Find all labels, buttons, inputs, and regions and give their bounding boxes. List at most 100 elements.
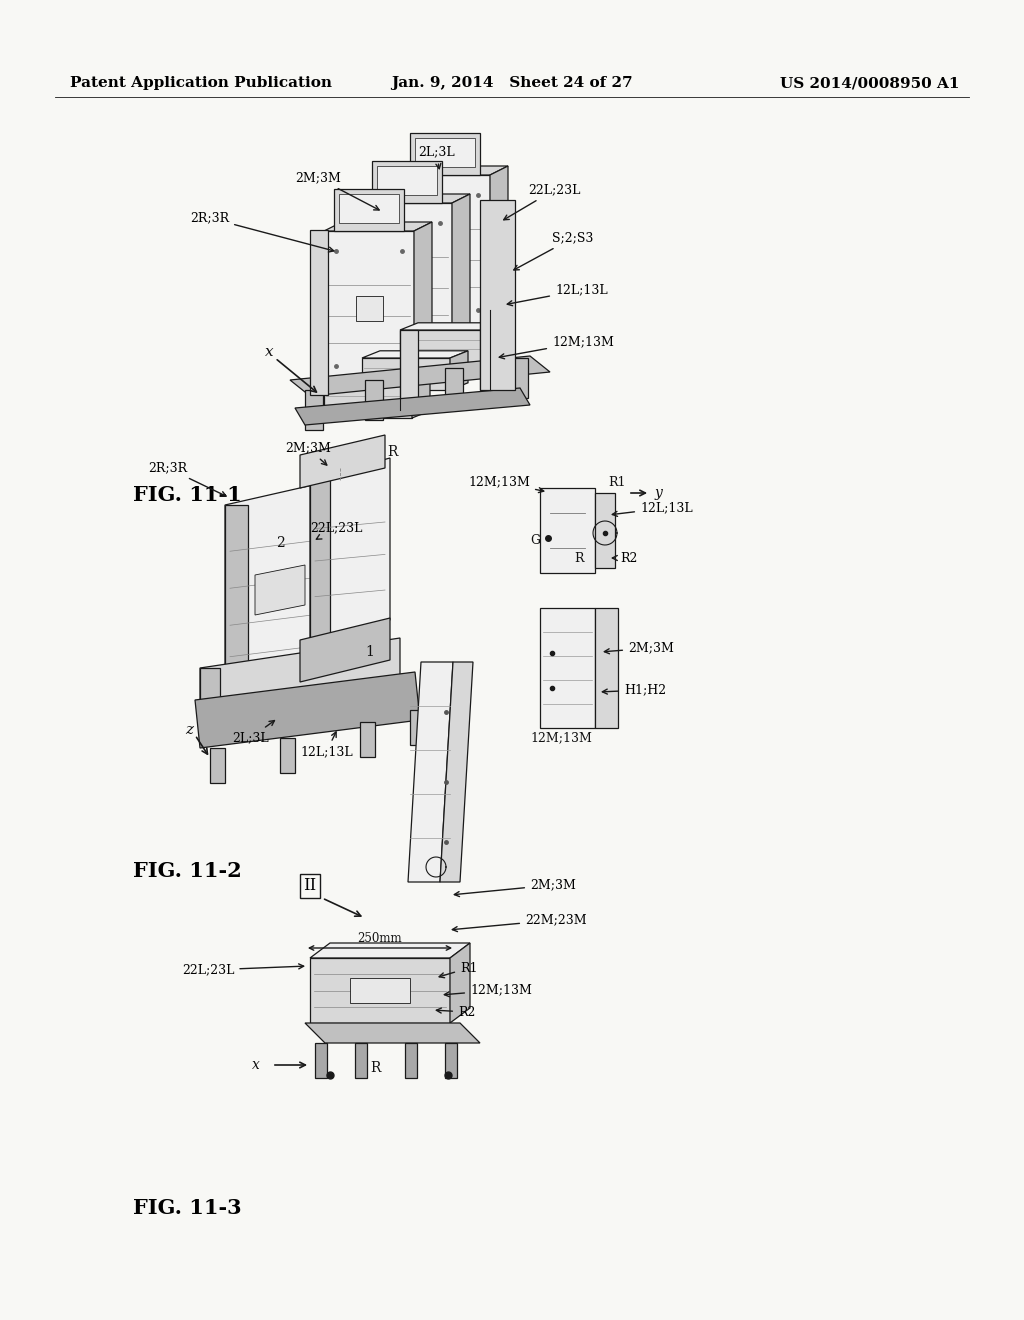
Polygon shape	[410, 133, 480, 176]
Text: G: G	[530, 533, 540, 546]
Polygon shape	[400, 166, 508, 176]
Polygon shape	[480, 310, 498, 389]
Polygon shape	[200, 668, 220, 710]
Polygon shape	[365, 380, 383, 420]
Text: 2: 2	[275, 536, 285, 550]
Text: 250mm: 250mm	[357, 932, 402, 945]
Text: 12M;13M: 12M;13M	[468, 475, 544, 492]
Polygon shape	[200, 638, 400, 710]
Polygon shape	[295, 388, 530, 425]
Polygon shape	[450, 351, 468, 389]
Text: x: x	[265, 345, 273, 359]
Polygon shape	[305, 389, 323, 430]
Text: FIG. 11-2: FIG. 11-2	[133, 861, 242, 882]
Text: x: x	[252, 1059, 260, 1072]
Polygon shape	[310, 230, 328, 395]
Polygon shape	[488, 323, 506, 362]
Text: 12M;13M: 12M;13M	[500, 335, 613, 359]
Text: 2R;3R: 2R;3R	[190, 211, 334, 252]
Polygon shape	[415, 139, 475, 168]
Text: II: II	[303, 878, 316, 895]
Text: 12L;13L: 12L;13L	[300, 731, 352, 759]
Polygon shape	[310, 958, 450, 1023]
Polygon shape	[362, 203, 452, 358]
Polygon shape	[362, 358, 450, 389]
Text: R1: R1	[608, 475, 626, 488]
Polygon shape	[362, 351, 468, 358]
Text: FIG. 11-1: FIG. 11-1	[133, 484, 242, 506]
Text: R2: R2	[612, 552, 637, 565]
Text: Jan. 9, 2014   Sheet 24 of 27: Jan. 9, 2014 Sheet 24 of 27	[391, 77, 633, 90]
Polygon shape	[324, 385, 412, 418]
Text: 2M;3M: 2M;3M	[285, 441, 331, 465]
Text: 2R;3R: 2R;3R	[148, 462, 226, 496]
Text: 2M;3M: 2M;3M	[295, 172, 379, 210]
Text: 12L;13L: 12L;13L	[612, 502, 692, 516]
Polygon shape	[414, 222, 432, 385]
Polygon shape	[452, 194, 470, 358]
Text: 2L;3L: 2L;3L	[232, 721, 274, 744]
Polygon shape	[490, 166, 508, 330]
Polygon shape	[595, 609, 618, 729]
Polygon shape	[445, 1043, 457, 1078]
Polygon shape	[300, 436, 385, 488]
Text: R1: R1	[439, 961, 477, 978]
Text: 22M;23M: 22M;23M	[453, 913, 587, 932]
Text: R: R	[574, 552, 584, 565]
Polygon shape	[412, 379, 430, 418]
Polygon shape	[324, 222, 432, 231]
Polygon shape	[310, 942, 470, 958]
Polygon shape	[324, 231, 414, 385]
Polygon shape	[339, 194, 399, 223]
Polygon shape	[480, 201, 515, 389]
Polygon shape	[324, 379, 430, 385]
Text: H1;H2: H1;H2	[602, 684, 667, 697]
Text: 12M;13M: 12M;13M	[530, 731, 592, 744]
Text: z: z	[185, 723, 193, 737]
Polygon shape	[290, 356, 550, 396]
Polygon shape	[334, 189, 404, 231]
Text: 2M;3M: 2M;3M	[455, 879, 575, 896]
Polygon shape	[310, 458, 390, 642]
Text: S;2;S3: S;2;S3	[514, 231, 593, 269]
Polygon shape	[440, 663, 473, 882]
Polygon shape	[355, 1043, 367, 1078]
Polygon shape	[350, 978, 410, 1003]
Polygon shape	[280, 738, 295, 774]
Text: 2M;3M: 2M;3M	[604, 642, 674, 655]
Polygon shape	[450, 942, 470, 1023]
Polygon shape	[400, 330, 488, 362]
Polygon shape	[445, 368, 463, 408]
Polygon shape	[540, 488, 595, 573]
Polygon shape	[406, 1043, 417, 1078]
Polygon shape	[310, 480, 330, 642]
Text: R2: R2	[436, 1006, 475, 1019]
Text: y: y	[655, 486, 663, 500]
Polygon shape	[595, 492, 615, 568]
Polygon shape	[408, 663, 453, 882]
Polygon shape	[400, 323, 506, 330]
Text: 22L;23L: 22L;23L	[182, 964, 304, 977]
Text: 1: 1	[366, 645, 375, 659]
Polygon shape	[372, 161, 442, 203]
Text: Patent Application Publication: Patent Application Publication	[70, 77, 332, 90]
Polygon shape	[225, 480, 335, 690]
Text: R: R	[387, 445, 397, 459]
Polygon shape	[210, 748, 225, 783]
Polygon shape	[255, 565, 305, 615]
Polygon shape	[510, 358, 528, 399]
Text: 12L;13L: 12L;13L	[507, 284, 607, 306]
Polygon shape	[377, 166, 437, 195]
Polygon shape	[410, 710, 425, 744]
Polygon shape	[195, 672, 420, 748]
Polygon shape	[300, 618, 390, 682]
Polygon shape	[431, 240, 459, 265]
Text: 22L;23L: 22L;23L	[310, 521, 362, 540]
Polygon shape	[400, 176, 490, 330]
Text: 12M;13M: 12M;13M	[444, 983, 531, 997]
Polygon shape	[360, 722, 375, 756]
Polygon shape	[355, 296, 383, 321]
Polygon shape	[225, 506, 248, 690]
Polygon shape	[540, 609, 595, 729]
Polygon shape	[400, 330, 418, 411]
